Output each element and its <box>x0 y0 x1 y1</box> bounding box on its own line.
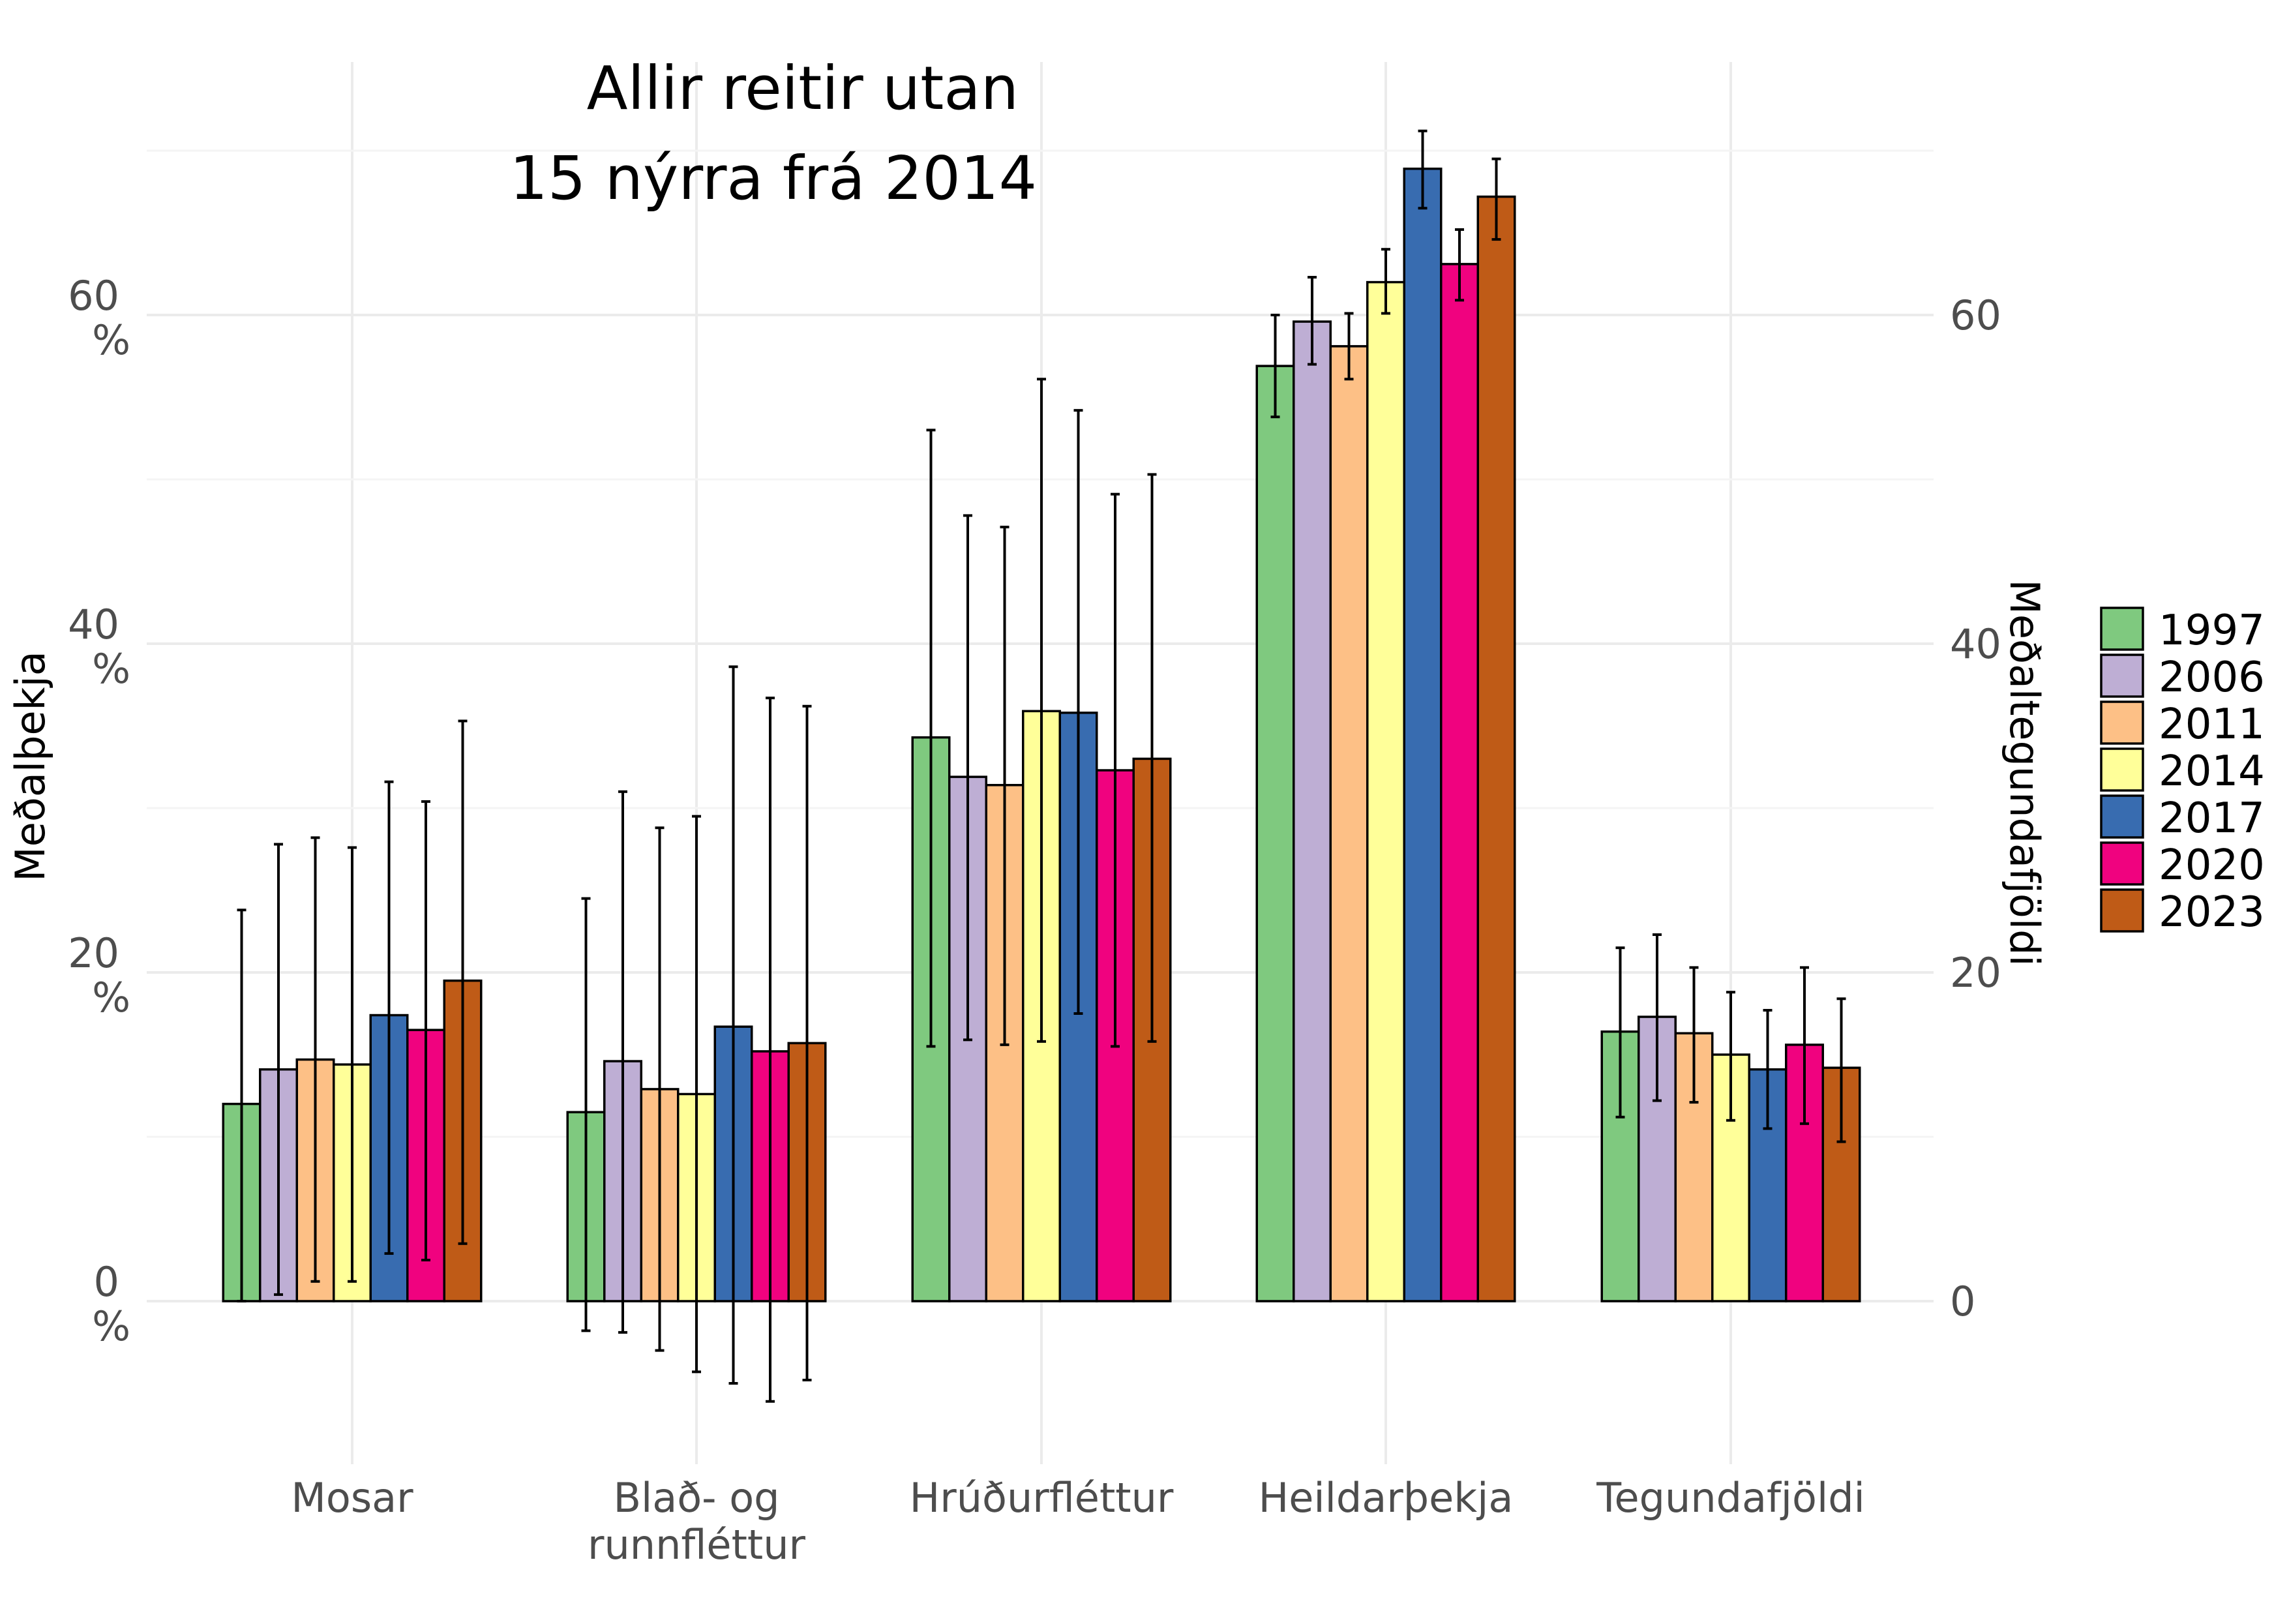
error-bar-2020-4 <box>1800 966 1809 1125</box>
left-tick-label: 40% <box>68 601 130 693</box>
error-bar-2014-2 <box>1037 378 1046 1043</box>
error-bar-2023-4 <box>1836 997 1846 1143</box>
error-bar-2011-4 <box>1689 966 1699 1104</box>
legend-item-2014: 2014 <box>2100 747 2265 796</box>
legend-label: 2006 <box>2159 654 2265 702</box>
bar-1997-3 <box>1255 365 1295 1302</box>
error-bar-2006-3 <box>1308 276 1317 366</box>
error-bar-1997-2 <box>926 429 936 1048</box>
bar-2020-3 <box>1440 263 1479 1302</box>
error-bar-2020-2 <box>1111 492 1120 1048</box>
left-tick-label: 0% <box>92 1258 130 1350</box>
legend-item-2023: 2023 <box>2100 888 2265 937</box>
error-bar-2017-0 <box>384 780 394 1255</box>
error-bar-2014-3 <box>1381 248 1390 315</box>
error-bar-2011-3 <box>1344 312 1354 381</box>
error-bar-2006-1 <box>618 790 627 1334</box>
error-bar-2017-1 <box>728 665 738 1385</box>
error-bar-2011-2 <box>1000 526 1010 1046</box>
error-bar-2006-2 <box>963 514 972 1042</box>
bar-2017-3 <box>1403 167 1443 1302</box>
legend-label: 2014 <box>2159 747 2265 796</box>
category-labels: Mosar Blað- og runnfléttur Hrúðurfléttur Hei… <box>291 1474 1864 1569</box>
legend-swatch <box>2100 888 2144 933</box>
legend-label: 2023 <box>2159 888 2265 937</box>
legend-label: 2017 <box>2159 794 2265 843</box>
bar-2006-4 <box>1638 1015 1677 1302</box>
error-bar-2017-3 <box>1418 129 1428 210</box>
bar-2014-3 <box>1366 280 1405 1302</box>
category-label: Tegundafjöldi <box>1596 1474 1865 1522</box>
legend-swatch <box>2100 794 2144 839</box>
legend-label: 2020 <box>2159 841 2265 890</box>
legend-label: 1997 <box>2159 607 2265 655</box>
right-axis-ticks: 0 20 40 60 <box>1950 292 2001 1325</box>
error-bar-2017-2 <box>1073 409 1083 1015</box>
bar-2011-3 <box>1329 345 1369 1302</box>
right-tick-label: 40 <box>1950 620 2001 668</box>
legend-swatch <box>2100 607 2144 651</box>
bar-2006-3 <box>1293 320 1332 1302</box>
error-bar-2014-1 <box>692 815 701 1374</box>
error-bar-2006-0 <box>274 843 283 1296</box>
error-bar-2023-3 <box>1491 157 1501 241</box>
chart-title-line: 15 nýrra frá 2014 <box>509 143 1037 213</box>
legend-item-2017: 2017 <box>2100 794 2265 843</box>
left-tick-label: 60% <box>68 272 130 364</box>
error-bar-2023-2 <box>1147 473 1157 1043</box>
right-tick-label: 20 <box>1950 949 2001 997</box>
category-label: Heildarþekja <box>1259 1474 1514 1522</box>
legend-swatch <box>2100 747 2144 792</box>
error-bar-1997-1 <box>581 897 591 1332</box>
chart-title-line: Allir reitir utan <box>587 53 1019 123</box>
error-bar-2017-4 <box>1763 1008 1773 1130</box>
legend-item-1997: 1997 <box>2100 607 2265 655</box>
right-tick-label: 0 <box>1950 1278 1975 1325</box>
category-label: Hrúðurfléttur <box>910 1474 1174 1522</box>
error-bar-2006-4 <box>1653 933 1662 1102</box>
category-label: Mosar <box>291 1474 413 1522</box>
legend-item-2011: 2011 <box>2100 700 2265 749</box>
error-bar-2020-0 <box>421 800 430 1261</box>
left-axis-title: Meðalþekja <box>7 651 54 881</box>
legend-item-2006: 2006 <box>2100 654 2265 702</box>
error-bar-2020-1 <box>766 697 775 1403</box>
error-bar-1997-3 <box>1270 314 1280 419</box>
error-bar-2011-1 <box>655 826 665 1352</box>
bar-2023-3 <box>1476 195 1516 1302</box>
legend-swatch <box>2100 654 2144 698</box>
error-bar-2011-0 <box>310 836 320 1283</box>
left-axis-ticks: 0 % 20 % 40 % 60% <box>68 272 130 1350</box>
legend-label: 2011 <box>2159 700 2265 749</box>
chart-title: Allir reitir utan 15 nýrra frá 2014 <box>509 53 1037 213</box>
legend-item-2020: 2020 <box>2100 841 2265 890</box>
error-bar-1997-0 <box>237 909 247 1302</box>
error-bar-1997-4 <box>1615 946 1625 1119</box>
error-bar-2023-0 <box>458 719 468 1245</box>
category-label: Blað- og runnfléttur <box>588 1474 805 1569</box>
error-bar-2020-3 <box>1455 228 1464 302</box>
error-bars-layer <box>237 129 1846 1403</box>
legend-swatch <box>2100 841 2144 886</box>
error-bar-2014-4 <box>1726 991 1735 1122</box>
right-tick-label: 60 <box>1950 292 2001 339</box>
legend-swatch <box>2100 700 2144 745</box>
error-bar-2014-0 <box>348 846 357 1283</box>
left-tick-label: 20% <box>68 929 130 1021</box>
right-axis-title: Meðaltegundafjöldi <box>2001 579 2048 966</box>
error-bar-2023-1 <box>802 704 812 1381</box>
